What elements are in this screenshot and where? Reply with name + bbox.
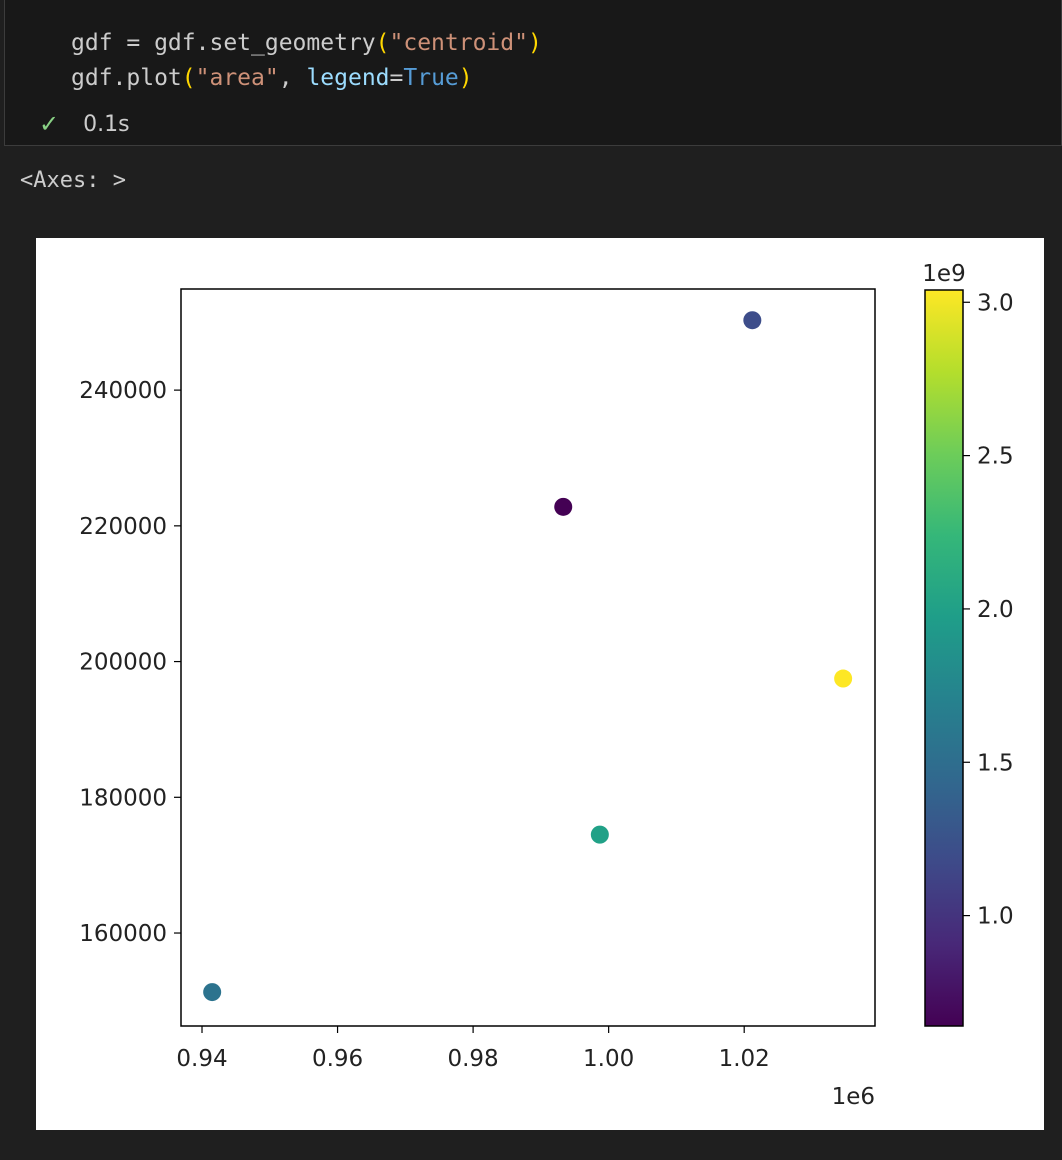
x-tick-label: 1.00	[583, 1046, 634, 1072]
x-tick-label: 0.98	[447, 1046, 498, 1072]
colorbar-tick-label: 3.0	[977, 290, 1014, 316]
data-point	[590, 825, 609, 844]
data-point	[554, 497, 573, 516]
code-line: gdf = gdf.set_geometry("centroid")	[71, 26, 542, 61]
output-text: <Axes: >	[20, 168, 126, 193]
code-line: gdf.plot("area", legend=True)	[71, 61, 542, 96]
y-tick-label: 240000	[79, 378, 167, 404]
x-tick-label: 0.94	[176, 1046, 227, 1072]
code-token: )	[527, 30, 542, 56]
colorbar-tick-label: 2.0	[977, 597, 1014, 623]
data-point	[743, 311, 762, 330]
code-token: "centroid"	[389, 30, 528, 56]
data-point	[203, 983, 222, 1002]
code-token: ,	[278, 65, 307, 91]
plot-frame	[180, 288, 876, 1027]
colorbar-offset-label: 1e9	[922, 261, 965, 287]
data-point	[834, 669, 853, 688]
code-token: =	[389, 65, 404, 91]
y-tick-label: 200000	[79, 650, 167, 676]
code-token: (	[181, 65, 196, 91]
colorbar-tick-label: 1.5	[977, 750, 1014, 776]
colorbar	[924, 289, 964, 1027]
code-token: gdf.plot	[71, 65, 182, 91]
x-tick-label: 1.02	[719, 1046, 770, 1072]
code-token: True	[403, 65, 459, 91]
code-token: gdf = gdf.set_geometry	[71, 30, 376, 56]
execution-time: 0.1s	[83, 111, 130, 137]
code-token: )	[458, 65, 473, 91]
code-token: (	[375, 30, 390, 56]
code-token: "area"	[195, 65, 279, 91]
scatter-chart: 0.94 0.96 0.98 1.00 1.02 1e6 160000 180000 20000…	[79, 261, 1014, 1110]
y-tick-label: 160000	[79, 921, 167, 947]
y-tick-label: 220000	[79, 514, 167, 540]
code-editor[interactable]: gdf = gdf.set_geometry("centroid") gdf.pl…	[71, 26, 542, 96]
plot-output: 0.94 0.96 0.98 1.00 1.02 1e6 160000 180000 20000…	[36, 238, 1044, 1130]
y-tick-label: 180000	[79, 785, 167, 811]
code-token: legend	[306, 65, 390, 91]
code-cell[interactable]: gdf = gdf.set_geometry("centroid") gdf.pl…	[4, 0, 1062, 146]
x-tick-label: 0.96	[312, 1046, 363, 1072]
x-offset-label: 1e6	[832, 1084, 875, 1110]
colorbar-tick-label: 2.5	[977, 444, 1014, 470]
execution-status: ✓ 0.1s	[39, 110, 130, 138]
colorbar-tick-label: 1.0	[977, 904, 1014, 930]
check-icon: ✓	[39, 110, 60, 138]
